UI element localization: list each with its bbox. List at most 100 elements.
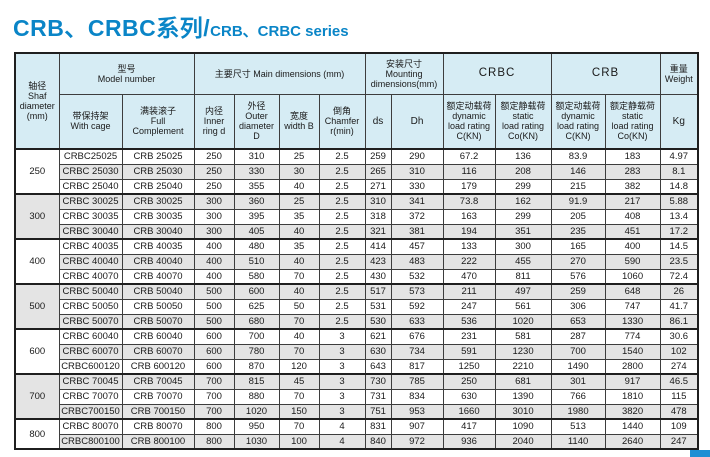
weight-cell: 86.1: [659, 313, 699, 330]
chamfer-cell: 2.5: [318, 253, 366, 270]
outer-diameter-cell: 510: [233, 253, 280, 270]
crb-model-cell: CRB 70070: [121, 388, 195, 405]
table-row: CRBC600120 CRB 600120 600 870 120 3 643 …: [15, 358, 699, 375]
outer-diameter-cell: 700: [233, 328, 280, 345]
crbc-model-cell: CRBC25025: [58, 148, 123, 165]
crbc-static-rating-cell: 2210: [494, 358, 552, 375]
table-row: CRBC700150 CRB 700150 700 1020 150 3 751…: [15, 403, 699, 420]
crbc-static-rating-cell: 455: [494, 253, 552, 270]
width-cell: 30: [278, 163, 320, 180]
ds-cell: 630: [364, 343, 392, 360]
dh-cell: 372: [390, 208, 444, 225]
width-cell: 40: [278, 253, 320, 270]
crb-dynamic-rating-cell: 259: [550, 283, 606, 300]
crb-model-cell: CRB 25040: [121, 178, 195, 195]
table-row: CRBC 40040 CRB 40040 400 510 40 2.5 423 …: [15, 253, 699, 270]
crbc-model-cell: CRBC 30035: [58, 208, 123, 225]
inner-ring-cell: 600: [193, 343, 235, 360]
crb-static-rating-cell: 451: [604, 223, 661, 240]
crb-model-cell: CRB 70045: [121, 373, 195, 390]
width-cell: 25: [278, 193, 320, 210]
width-cell: 150: [278, 403, 320, 420]
width-cell: 70: [278, 343, 320, 360]
weight-cell: 115: [659, 388, 699, 405]
inner-ring-cell: 500: [193, 298, 235, 315]
shaft-diameter-cell: 400: [14, 238, 60, 285]
chamfer-cell: 2.5: [318, 298, 366, 315]
chamfer-cell: 2.5: [318, 163, 366, 180]
crb-model-cell: CRB 600120: [121, 358, 195, 375]
crbc-static-rating-cell: 811: [494, 268, 552, 285]
inner-ring-cell: 800: [193, 418, 235, 435]
crbc-dynamic-rating-cell: 73.8: [442, 193, 496, 210]
crb-static-rating-cell: 183: [604, 148, 661, 165]
outer-diameter-cell: 360: [233, 193, 280, 210]
weight-cell: 30.6: [659, 328, 699, 345]
crbc-model-cell: CRBC800100: [58, 433, 123, 450]
header-kg: Kg: [659, 93, 699, 150]
width-cell: 100: [278, 433, 320, 450]
bearing-spec-table: 轴径 Shaf diameter (mm) 型号 Model number 主要…: [14, 52, 700, 450]
crb-model-cell: CRB 40040: [121, 253, 195, 270]
crbc-model-cell: CRBC 30040: [58, 223, 123, 240]
ds-cell: 840: [364, 433, 392, 450]
outer-diameter-cell: 880: [233, 388, 280, 405]
chamfer-cell: 4: [318, 418, 366, 435]
weight-cell: 4.97: [659, 148, 699, 165]
chamfer-cell: 2.5: [318, 283, 366, 300]
shaft-diameter-cell: 500: [14, 283, 60, 330]
crb-model-cell: CRB 25025: [121, 148, 195, 165]
chamfer-cell: 2.5: [318, 313, 366, 330]
dh-cell: 483: [390, 253, 444, 270]
crb-static-rating-cell: 283: [604, 163, 661, 180]
crb-static-rating-cell: 408: [604, 208, 661, 225]
crbc-static-rating-cell: 581: [494, 328, 552, 345]
crb-static-rating-cell: 648: [604, 283, 661, 300]
crbc-dynamic-rating-cell: 1250: [442, 358, 496, 375]
crbc-static-rating-cell: 1020: [494, 313, 552, 330]
shaft-diameter-cell: 600: [14, 328, 60, 375]
crbc-dynamic-rating-cell: 630: [442, 388, 496, 405]
outer-diameter-cell: 580: [233, 268, 280, 285]
crb-model-cell: CRB 50050: [121, 298, 195, 315]
chamfer-cell: 4: [318, 433, 366, 450]
crbc-dynamic-rating-cell: 247: [442, 298, 496, 315]
width-cell: 35: [278, 238, 320, 255]
inner-ring-cell: 700: [193, 373, 235, 390]
width-cell: 70: [278, 418, 320, 435]
crbc-static-rating-cell: 300: [494, 238, 552, 255]
inner-ring-cell: 400: [193, 238, 235, 255]
crb-static-rating-cell: 400: [604, 238, 661, 255]
ds-cell: 730: [364, 373, 392, 390]
crb-dynamic-rating-cell: 766: [550, 388, 606, 405]
crbc-static-rating-cell: 497: [494, 283, 552, 300]
crbc-static-rating-cell: 1390: [494, 388, 552, 405]
inner-ring-cell: 700: [193, 403, 235, 420]
outer-diameter-cell: 870: [233, 358, 280, 375]
crb-dynamic-rating-cell: 165: [550, 238, 606, 255]
header-width-b: 宽度 width B: [278, 93, 320, 150]
crb-model-cell: CRB 800100: [121, 433, 195, 450]
ds-cell: 643: [364, 358, 392, 375]
chamfer-cell: 2.5: [318, 208, 366, 225]
crbc-dynamic-rating-cell: 591: [442, 343, 496, 360]
header-crb-static-rating: 额定静载荷 static load rating Co(KN): [604, 93, 661, 150]
chamfer-cell: 3: [318, 403, 366, 420]
page-title-cn: CRB、CRBC系列/: [13, 15, 211, 41]
crbc-static-rating-cell: 2040: [494, 433, 552, 450]
chamfer-cell: 2.5: [318, 268, 366, 285]
inner-ring-cell: 800: [193, 433, 235, 450]
crbc-dynamic-rating-cell: 222: [442, 253, 496, 270]
crb-model-cell: CRB 40035: [121, 238, 195, 255]
crb-model-cell: CRB 30040: [121, 223, 195, 240]
dh-cell: 330: [390, 178, 444, 195]
weight-cell: 274: [659, 358, 699, 375]
width-cell: 35: [278, 208, 320, 225]
shaft-diameter-cell: 250: [14, 148, 60, 195]
crb-dynamic-rating-cell: 235: [550, 223, 606, 240]
chamfer-cell: 2.5: [318, 178, 366, 195]
crb-static-rating-cell: 1540: [604, 343, 661, 360]
table-row: CRBC 30035 CRB 30035 300 395 35 2.5 318 …: [15, 208, 699, 225]
ds-cell: 731: [364, 388, 392, 405]
header-mounting-dimensions: 安装尺寸 Mounting dimensions(mm): [364, 52, 444, 95]
